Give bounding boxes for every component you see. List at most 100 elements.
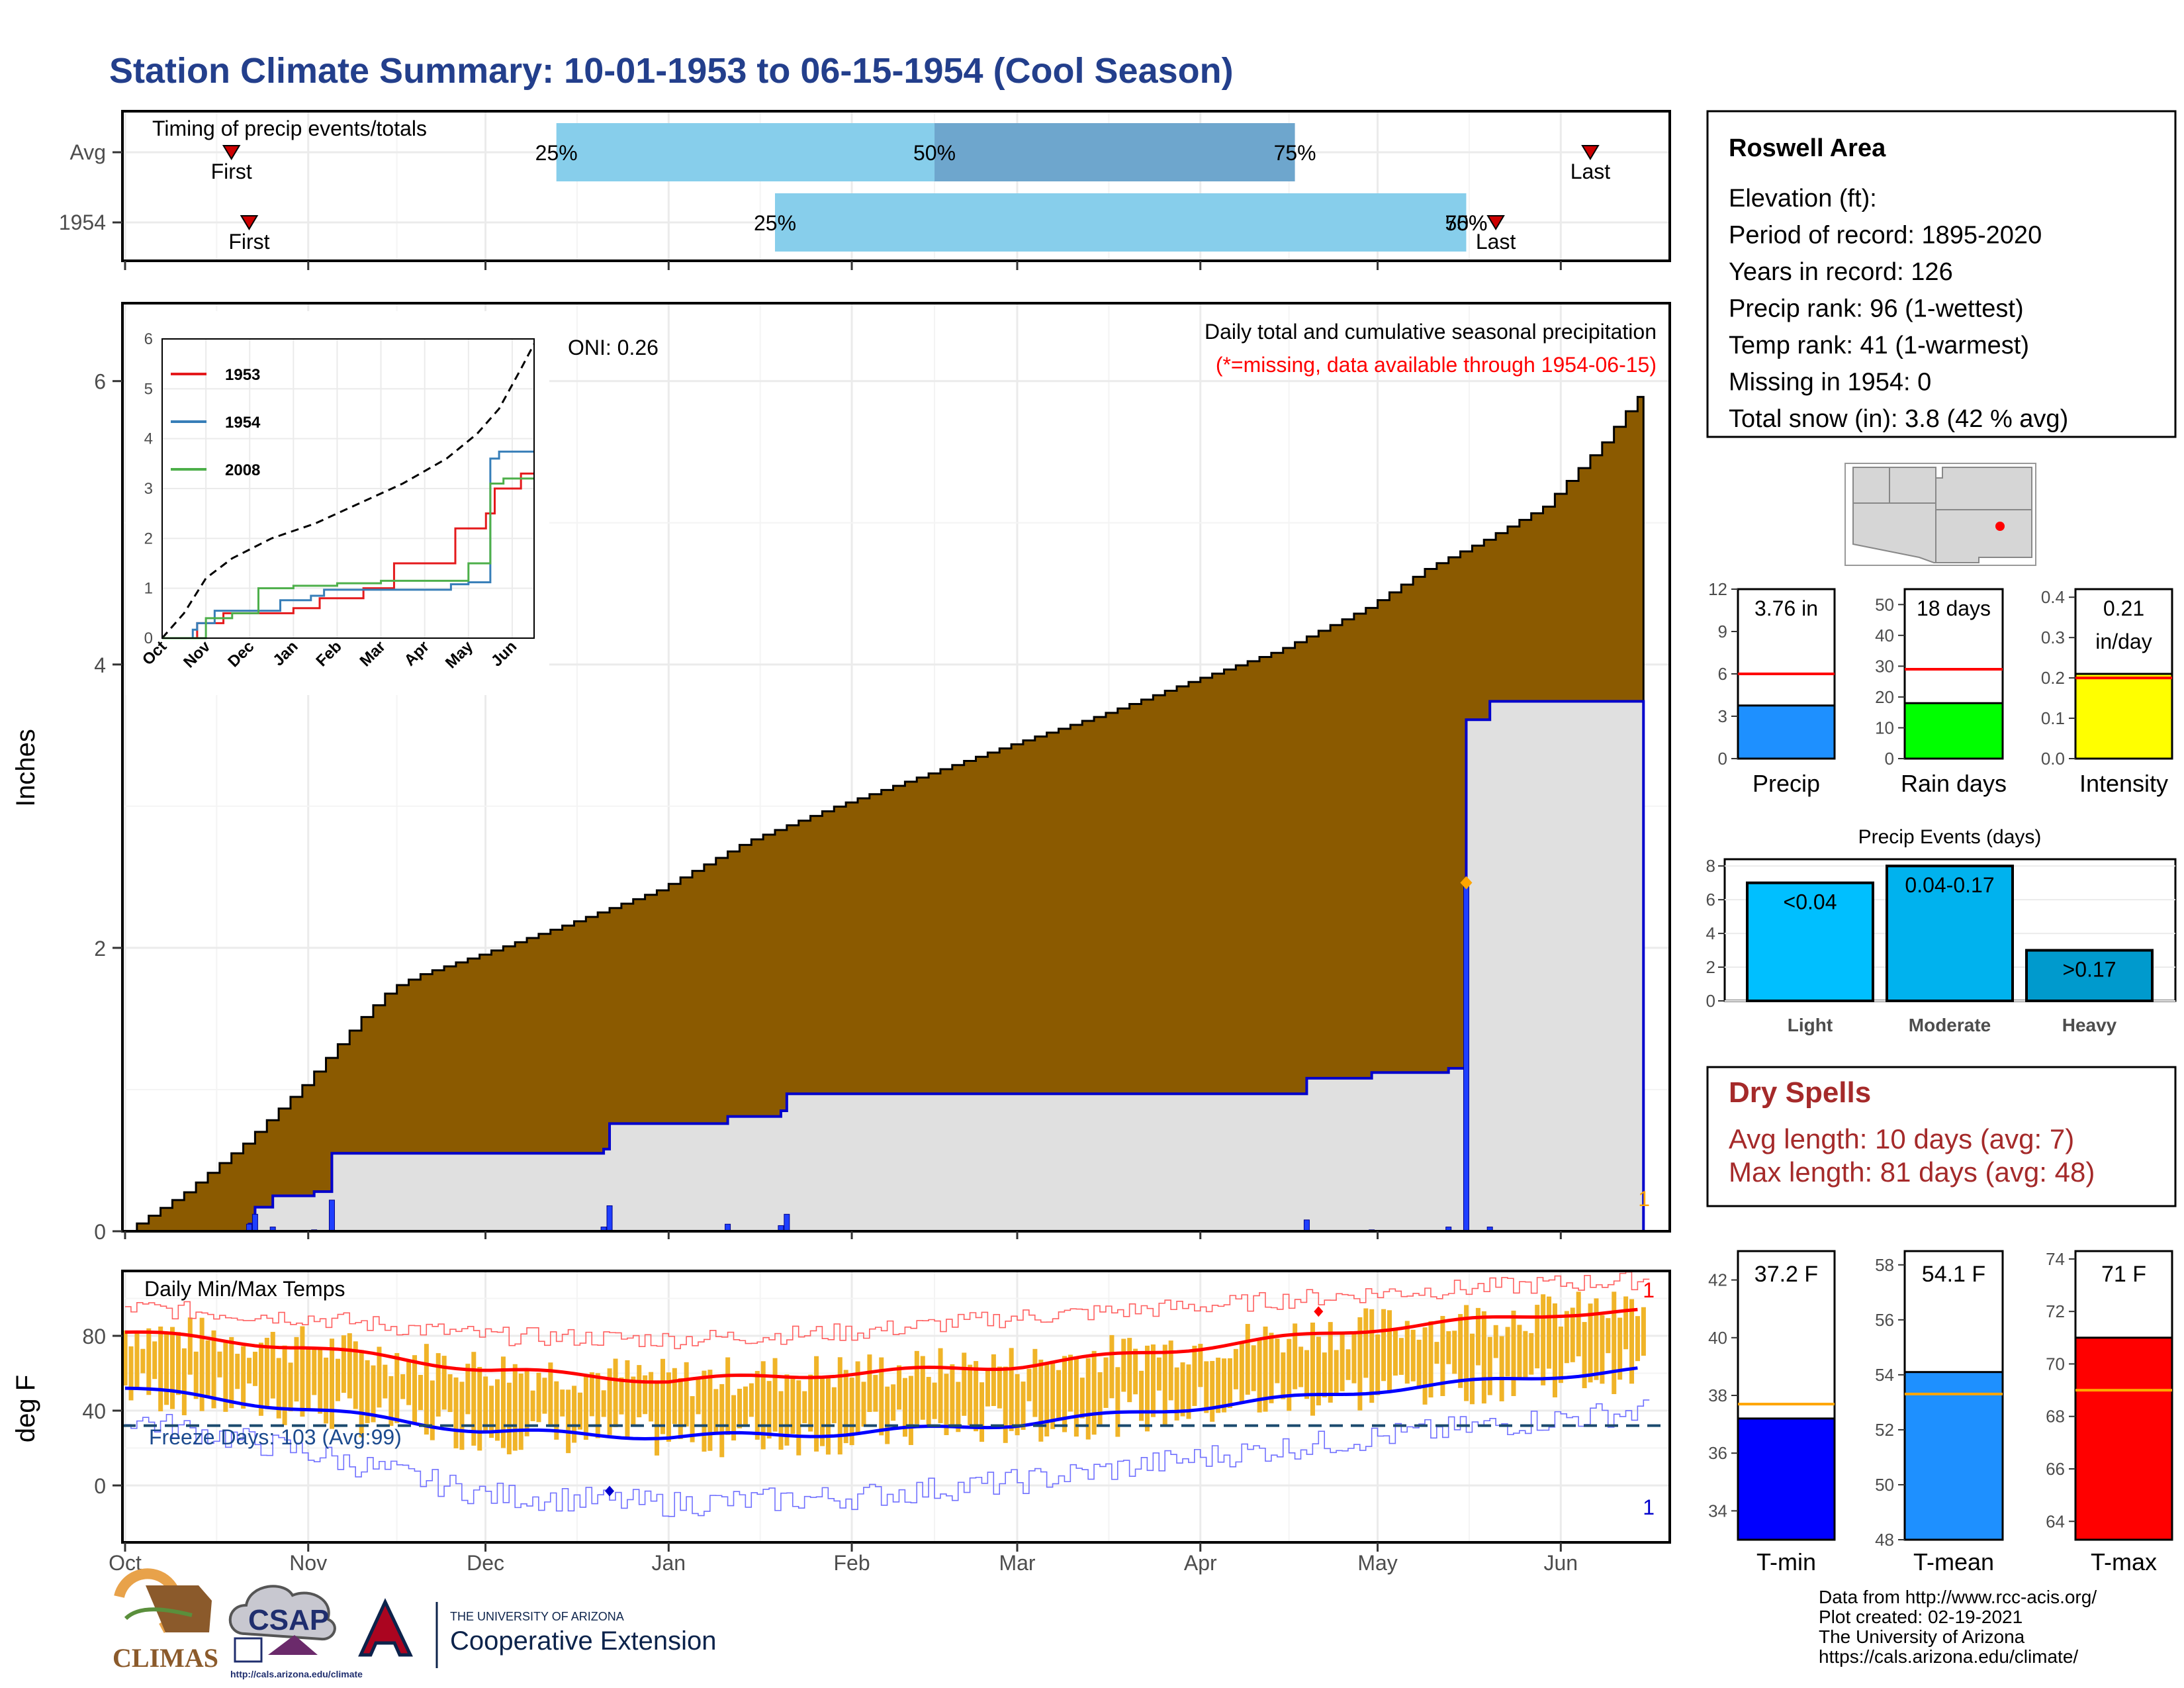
daily-temp-bar (572, 1385, 577, 1443)
daily-temp-bar (1174, 1367, 1179, 1421)
daily-temp-bar (1541, 1294, 1546, 1385)
daily-temp-bar (731, 1395, 737, 1441)
station-name: Roswell Area (1729, 134, 1886, 162)
daily-temp-bar (1600, 1315, 1605, 1384)
daily-temp-bar (1073, 1358, 1079, 1437)
daily-temp-bar (1535, 1305, 1540, 1369)
daily-temp-bar (1570, 1307, 1575, 1362)
daily-temp-bar (1287, 1338, 1292, 1411)
events-bar (1746, 881, 1874, 1002)
station-info-line: Period of record: 1895-2020 (1729, 222, 2042, 250)
xtick-label: Mar (999, 1551, 1035, 1575)
daily-temp-bar (1387, 1310, 1392, 1393)
inset-legend-label: 1954 (225, 414, 261, 432)
daily-temp-bar (1103, 1357, 1109, 1408)
credit-line: https://cals.arizona.edu/climate/ (1819, 1646, 2078, 1667)
daily-temp-bar (518, 1374, 523, 1450)
daily-temp-bar (489, 1385, 494, 1438)
events-bar-range: >0.17 (2063, 958, 2116, 982)
daily-temp-bar (217, 1351, 222, 1378)
daily-temp-bar (867, 1354, 872, 1413)
daily-temp-bar (1050, 1360, 1056, 1429)
daily-temp-bar (1458, 1314, 1463, 1388)
events-bar-label: Moderate (1909, 1015, 1991, 1035)
temp-bar-value (1737, 1417, 1836, 1541)
temp-bar-value-label: 37.2 F (1754, 1262, 1818, 1287)
timing-panel: Timing of precip events/totals 25% 50% 75%… (59, 110, 1671, 270)
daily-temp-bar (1168, 1340, 1173, 1401)
daily-temp-bar (1304, 1350, 1310, 1399)
temp-bar-label: T-mean (1913, 1548, 1994, 1575)
daily-temp-bar (158, 1326, 163, 1412)
mini-bar-ytick-label: 50 (1875, 594, 1894, 614)
temp-bar-ytick-label: 54 (1875, 1365, 1894, 1385)
daily-temp-bar (1623, 1296, 1629, 1350)
daily-temp-bar (1091, 1350, 1097, 1435)
record-precip-marker (1460, 876, 1473, 890)
daily-temp-bar (424, 1344, 429, 1435)
daily-temp-bar (1404, 1321, 1410, 1384)
daily-temp-bar (1139, 1370, 1144, 1421)
daily-temp-bar (1363, 1308, 1369, 1378)
daily-temp-bar (950, 1364, 955, 1425)
mini-bar-ytick-label: 9 (1718, 622, 1727, 641)
daily-temp-bar (1340, 1332, 1345, 1391)
daily-temp-bar (300, 1326, 305, 1417)
events-ytick-label: 8 (1706, 856, 1715, 876)
daily-temp-bar (264, 1337, 269, 1409)
credits: Data from http://www.rcc-acis.org/Plot c… (1819, 1587, 2097, 1667)
daily-temp-bar (294, 1336, 299, 1402)
dry-spells-box: Dry Spells Avg length: 10 days (avg: 7) … (1706, 1066, 2177, 1207)
precip-events-title: Precip Events (days) (1858, 826, 2042, 848)
daily-temp-bar (1594, 1298, 1599, 1380)
daily-temp-bar (347, 1333, 352, 1399)
daily-temp-bar (465, 1364, 471, 1415)
daily-temp-bar (430, 1380, 435, 1440)
inset-legend-label: 1953 (225, 366, 260, 384)
temp-count-bottom: 1 (1643, 1495, 1655, 1519)
mini-bar-label: Intensity (2079, 770, 2168, 797)
daily-temp-bar (276, 1358, 281, 1419)
daily-temp-bar (312, 1348, 317, 1395)
daily-temp-bar (441, 1356, 447, 1410)
daily-temp-bar (241, 1346, 246, 1409)
temp-bar-ytick-label: 72 (2046, 1301, 2065, 1321)
station-info-line: Temp rank: 41 (1-warmest) (1729, 332, 2029, 359)
mini-bar-value-label: 3.76 in (1754, 596, 1818, 620)
daily-temp-bar (199, 1317, 205, 1411)
avg-tmin-line (124, 1366, 1638, 1440)
daily-temp-bar (672, 1368, 677, 1425)
daily-temp-bar (566, 1389, 571, 1454)
mini-bar-value (1737, 704, 1836, 760)
station-location-marker (1995, 522, 2005, 531)
daily-temp-bar (595, 1373, 600, 1438)
inset-avg-dashed-line (161, 343, 535, 639)
timing-last-label: Last (1476, 230, 1516, 254)
daily-temp-bar (1487, 1336, 1492, 1395)
daily-temp-bar (1145, 1345, 1150, 1432)
daily-temp-bar (1617, 1317, 1623, 1380)
record-high-line (125, 1271, 1650, 1350)
daily-temp-bar (1334, 1350, 1339, 1395)
daily-temp-bar (1133, 1348, 1138, 1395)
daily-temp-bar (247, 1358, 252, 1383)
temp-bar-ytick-label: 34 (1708, 1501, 1727, 1521)
daily-temp-bar (1547, 1296, 1552, 1369)
climas-logo-text: CLIMAS (113, 1643, 218, 1673)
station-info-line: Years in record: 126 (1729, 258, 1953, 286)
daily-temp-bar (926, 1377, 931, 1425)
mini-bar-value-label: 18 days (1917, 596, 1991, 620)
daily-temp-bar (1422, 1327, 1428, 1405)
daily-temp-bar (324, 1357, 329, 1424)
daily-temp-bar (1493, 1325, 1498, 1358)
daily-temp-bar (974, 1361, 979, 1432)
precip-note-line1: Daily total and cumulative seasonal prec… (1205, 320, 1657, 344)
timing-bar-lower (556, 123, 935, 181)
daily-temp-bar (506, 1382, 512, 1455)
csap-logo: CSAP http://cals.arizona.edu/climate (228, 1585, 363, 1679)
daily-temp-bar (1606, 1318, 1611, 1354)
daily-temp-bar (359, 1350, 364, 1438)
daily-temp-bar (1505, 1327, 1510, 1377)
daily-temp-bar (1629, 1299, 1635, 1384)
daily-temp-bar (1251, 1345, 1256, 1391)
